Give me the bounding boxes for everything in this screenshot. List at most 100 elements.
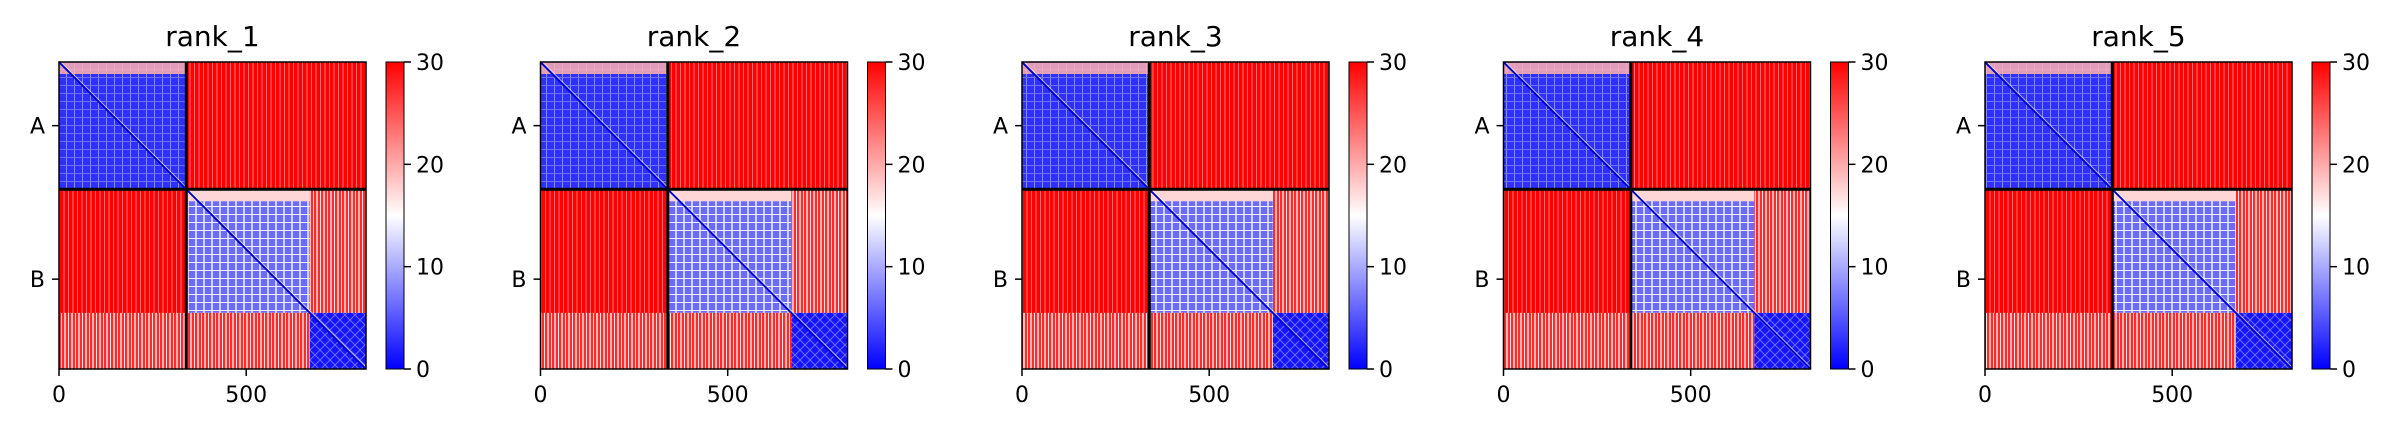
colorbar <box>2311 61 2331 370</box>
colorbar-tick-label: 30 <box>2342 51 2370 76</box>
colorbar-tick-label: 10 <box>1861 256 1889 281</box>
block-ab <box>1149 62 1329 190</box>
diagonal <box>58 61 367 370</box>
ytick-label-B: B <box>1956 268 1971 293</box>
plot-frame <box>1021 61 1330 370</box>
colorbar-tick-label: 30 <box>1861 51 1889 76</box>
xtick-label: 0 <box>1978 383 1992 408</box>
block-ab <box>186 62 366 190</box>
diagonal-highlight <box>1023 61 1330 368</box>
block-aa-edge <box>1022 62 1150 74</box>
ytick-label-A: A <box>993 115 1008 140</box>
xtick-label: 0 <box>1015 383 1029 408</box>
ytick-label-A: A <box>1956 115 1971 140</box>
block-bb-offdiag-lower <box>2112 312 2236 369</box>
ytick-label-A: A <box>30 115 45 140</box>
xtick-label: 0 <box>52 383 66 408</box>
ytick-label-B: B <box>1474 268 1489 293</box>
colorbar-tick-label: 10 <box>2342 256 2370 281</box>
diagonal-highlight <box>542 61 848 368</box>
block-bb-edge <box>667 189 792 202</box>
plot-frame <box>1502 61 1812 370</box>
block-aa-edge <box>1503 62 1631 74</box>
xtick-label: 500 <box>225 383 267 408</box>
block-bb-edge <box>2112 189 2236 202</box>
block-bb-offdiag-upper <box>2235 189 2292 313</box>
block-ba-lower <box>1022 312 1150 369</box>
ytick-label-B: B <box>993 268 1008 293</box>
colorbar-tick-label: 10 <box>1379 256 1407 281</box>
block-bb-edge <box>1630 189 1755 202</box>
colorbar-tick-label: 20 <box>2342 153 2370 178</box>
diagonal <box>539 61 849 370</box>
colorbar-tick-label: 10 <box>416 256 444 281</box>
ytick-label-B: B <box>30 268 45 293</box>
panel-title: rank_3 <box>1128 20 1222 53</box>
diagonal <box>1984 61 2293 370</box>
colorbar-tick-label: 20 <box>1861 153 1889 178</box>
xtick-label: 0 <box>534 383 548 408</box>
colorbar-tick-label: 20 <box>416 153 444 178</box>
block-aa-edge <box>59 62 187 74</box>
block-bb-offdiag-upper <box>1754 189 1811 313</box>
colorbar <box>1830 61 1849 370</box>
colorbar-tick-label: 0 <box>416 358 430 383</box>
block-bb-offdiag-lower <box>667 312 792 369</box>
block-ba-lower <box>1985 312 2113 369</box>
plot-frame <box>539 61 849 370</box>
xtick-label: 500 <box>1670 383 1712 408</box>
plot-frame <box>58 61 367 370</box>
panel-title: rank_2 <box>647 20 741 53</box>
ytick-label-A: A <box>511 115 526 140</box>
block-ab <box>667 62 848 190</box>
block-ab <box>2112 62 2292 190</box>
block-ba-lower <box>540 312 668 369</box>
block-bb-offdiag-upper <box>791 189 848 313</box>
colorbar-tick-label: 0 <box>898 358 912 383</box>
block-bb-offdiag-upper <box>1272 189 1329 313</box>
ytick-label-B: B <box>511 268 526 293</box>
block-ab <box>1630 62 1811 190</box>
plot-frame <box>1984 61 2293 370</box>
colorbar-tick-label: 20 <box>898 153 926 178</box>
block-bb-offdiag-lower <box>186 312 310 369</box>
panel-title: rank_5 <box>2091 20 2185 53</box>
colorbar-tick-label: 0 <box>1379 358 1393 383</box>
diagonal <box>1502 61 1812 370</box>
diagonal-highlight <box>1505 61 1811 368</box>
block-aa-edge <box>540 62 668 74</box>
block-bb-edge <box>1149 189 1273 202</box>
colorbar <box>385 61 405 370</box>
ytick-label-A: A <box>1474 115 1489 140</box>
heatmap-panel-4: rank_4 A B 0 500 0 10 20 30 <box>1474 20 1888 408</box>
colorbar-tick-label: 30 <box>416 51 444 76</box>
block-bb-offdiag-upper <box>309 189 366 313</box>
block-ba-lower <box>1503 312 1631 369</box>
block-ba-lower <box>59 312 187 369</box>
block-aa-edge <box>1985 62 2113 74</box>
heatmap-panel-5: rank_5 A B 0 500 0 10 20 30 <box>1956 20 2370 408</box>
heatmap-panel-2: rank_2 A B 0 500 0 10 20 30 <box>511 20 925 408</box>
block-bb-offdiag-lower <box>1630 312 1755 369</box>
panel-title: rank_4 <box>1610 20 1704 53</box>
colorbar-tick-label: 10 <box>898 256 926 281</box>
panel-title: rank_1 <box>165 20 259 53</box>
colorbar-tick-label: 30 <box>898 51 926 76</box>
heatmap-panel-3: rank_3 A B 0 500 0 10 20 30 <box>993 20 1407 408</box>
colorbar-tick-label: 20 <box>1379 153 1407 178</box>
colorbar <box>1348 61 1368 370</box>
colorbar-tick-label: 0 <box>1861 358 1875 383</box>
block-bb-offdiag-lower <box>1149 312 1273 369</box>
colorbar-tick-label: 0 <box>2342 358 2356 383</box>
colorbar <box>867 61 886 370</box>
xtick-label: 500 <box>1188 383 1230 408</box>
xtick-label: 500 <box>2151 383 2193 408</box>
diagonal <box>1021 61 1330 370</box>
colorbar-tick-label: 30 <box>1379 51 1407 76</box>
diagonal-highlight <box>60 61 367 368</box>
xtick-label: 0 <box>1497 383 1511 408</box>
block-bb-edge <box>186 189 310 202</box>
heatmap-panel-1: rank_1 A B 0 500 0 10 20 30 <box>30 20 444 408</box>
diagonal-highlight <box>1986 61 2293 368</box>
